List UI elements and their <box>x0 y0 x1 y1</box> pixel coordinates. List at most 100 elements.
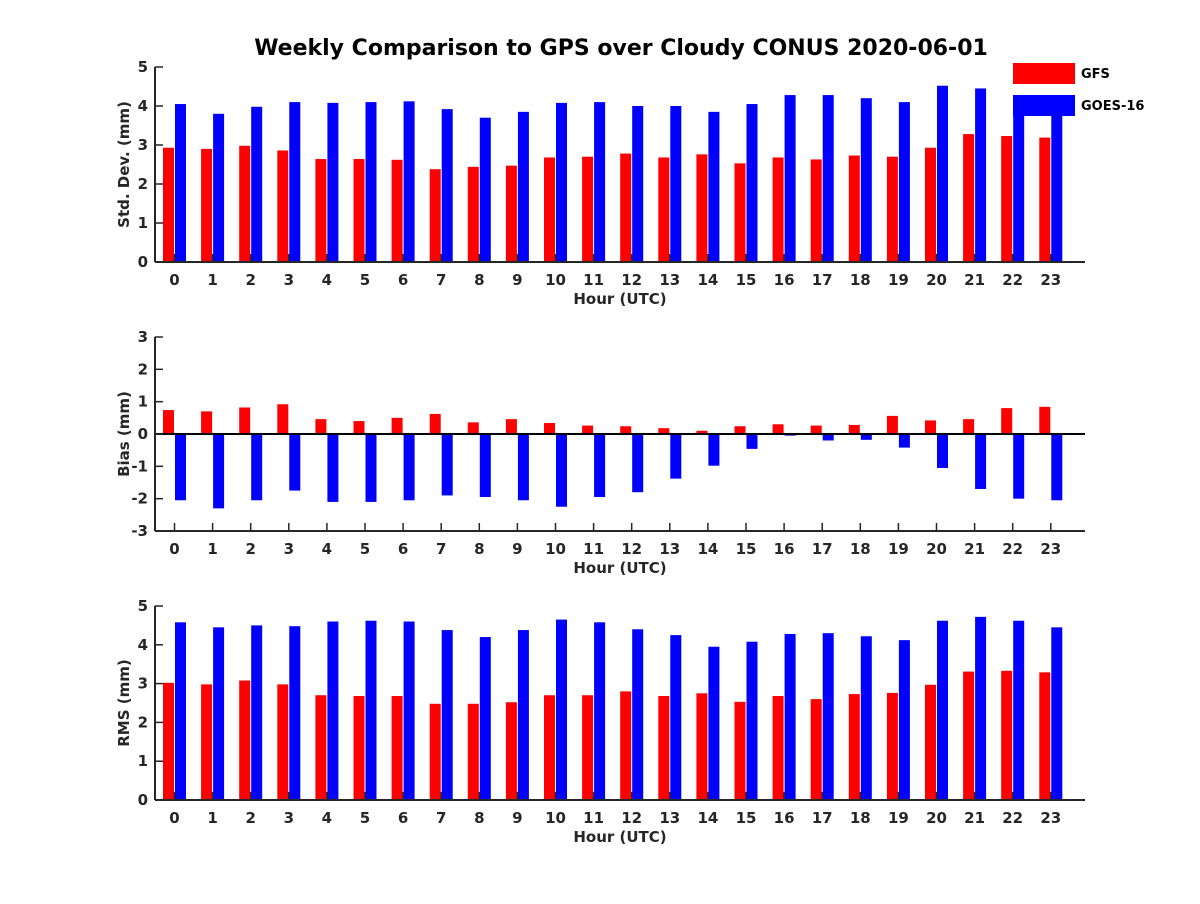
x-tick-label: 8 <box>474 540 484 558</box>
bar <box>213 434 225 509</box>
x-tick-label: 10 <box>545 540 566 558</box>
x-tick-label: 22 <box>1002 540 1023 558</box>
x-tick-label: 15 <box>736 271 757 289</box>
x-tick-label: 9 <box>512 540 522 558</box>
x-tick-label: 2 <box>245 540 255 558</box>
bar <box>277 404 289 434</box>
y-tick-label: 1 <box>138 393 148 411</box>
bar <box>784 633 796 800</box>
bar <box>353 421 365 434</box>
y-tick-label: 0 <box>138 791 148 809</box>
bar <box>353 159 365 262</box>
bar <box>315 695 327 800</box>
bar <box>582 156 594 262</box>
x-tick-label: 19 <box>888 271 909 289</box>
bar <box>289 626 301 800</box>
bar <box>201 411 213 434</box>
x-tick-label: 4 <box>322 271 332 289</box>
x-tick-label: 22 <box>1002 809 1023 827</box>
bar <box>860 98 872 262</box>
bar <box>848 694 860 800</box>
bar <box>1001 670 1013 800</box>
bar <box>365 434 377 502</box>
bar <box>391 159 403 262</box>
bar <box>403 434 415 501</box>
bar <box>315 419 327 434</box>
y-tick-label: 2 <box>138 175 148 193</box>
y-tick-label: 2 <box>138 360 148 378</box>
y-tick-label: 3 <box>138 328 148 346</box>
bar <box>544 423 555 434</box>
x-tick-label: 14 <box>697 809 718 827</box>
bar <box>239 145 251 262</box>
bar <box>429 169 441 262</box>
x-tick-label: 21 <box>964 809 985 827</box>
x-tick-label: 7 <box>436 271 446 289</box>
x-tick-label: 20 <box>926 809 947 827</box>
bar <box>391 417 403 434</box>
bar <box>277 684 289 800</box>
x-tick-label: 2 <box>245 271 255 289</box>
x-tick-label: 13 <box>659 540 680 558</box>
y-tick-label: 3 <box>138 136 148 154</box>
x-axis-label: Hour (UTC) <box>573 290 666 308</box>
bar <box>1013 100 1025 263</box>
bar <box>620 426 632 434</box>
y-tick-label: -3 <box>131 522 148 540</box>
bar <box>175 622 186 800</box>
bar <box>517 434 529 501</box>
x-axis-label: Hour (UTC) <box>573 828 666 846</box>
y-tick-label: -2 <box>131 490 148 508</box>
bar <box>505 702 517 800</box>
bar <box>772 157 784 262</box>
y-tick-label: 0 <box>138 253 148 271</box>
x-tick-label: 23 <box>1040 809 1061 827</box>
bar <box>582 425 594 434</box>
bar <box>175 434 186 501</box>
bar <box>708 434 720 466</box>
series-goes-16 <box>175 85 1063 263</box>
y-axis-label: Bias (mm) <box>115 391 133 477</box>
bar <box>937 620 948 800</box>
x-tick-label: 21 <box>964 540 985 558</box>
bar <box>365 620 377 800</box>
bar <box>925 684 936 800</box>
bar <box>365 102 377 262</box>
bar <box>175 104 186 262</box>
bar <box>1051 434 1063 501</box>
x-tick-label: 1 <box>207 271 217 289</box>
x-tick-label: 14 <box>697 271 718 289</box>
bar <box>746 641 758 800</box>
chart-title: Weekly Comparison to GPS over Cloudy CON… <box>254 36 988 61</box>
bar <box>517 111 529 262</box>
x-tick-label: 13 <box>659 809 680 827</box>
x-tick-label: 18 <box>850 809 871 827</box>
x-tick-label: 19 <box>888 809 909 827</box>
x-tick-label: 0 <box>169 271 179 289</box>
bar <box>1051 627 1063 800</box>
series-gfs <box>163 134 1051 262</box>
bar <box>289 102 301 262</box>
bar <box>239 680 251 800</box>
bar <box>620 691 632 800</box>
x-axis-label: Hour (UTC) <box>573 559 666 577</box>
x-tick-label: 22 <box>1002 271 1023 289</box>
x-tick-label: 5 <box>360 540 370 558</box>
series-goes-16 <box>175 616 1063 800</box>
bar <box>505 165 517 262</box>
x-tick-label: 5 <box>360 271 370 289</box>
bar <box>594 434 606 498</box>
x-tick-label: 23 <box>1040 540 1061 558</box>
bar <box>810 699 822 800</box>
bar <box>670 106 682 262</box>
bar <box>886 415 898 434</box>
bar <box>251 625 263 800</box>
bar <box>696 430 708 434</box>
bar <box>213 627 225 800</box>
x-tick-label: 15 <box>736 809 757 827</box>
bar <box>860 434 872 440</box>
x-tick-label: 12 <box>621 271 642 289</box>
bar <box>746 434 758 449</box>
legend-label-gfs: GFS <box>1081 67 1110 82</box>
